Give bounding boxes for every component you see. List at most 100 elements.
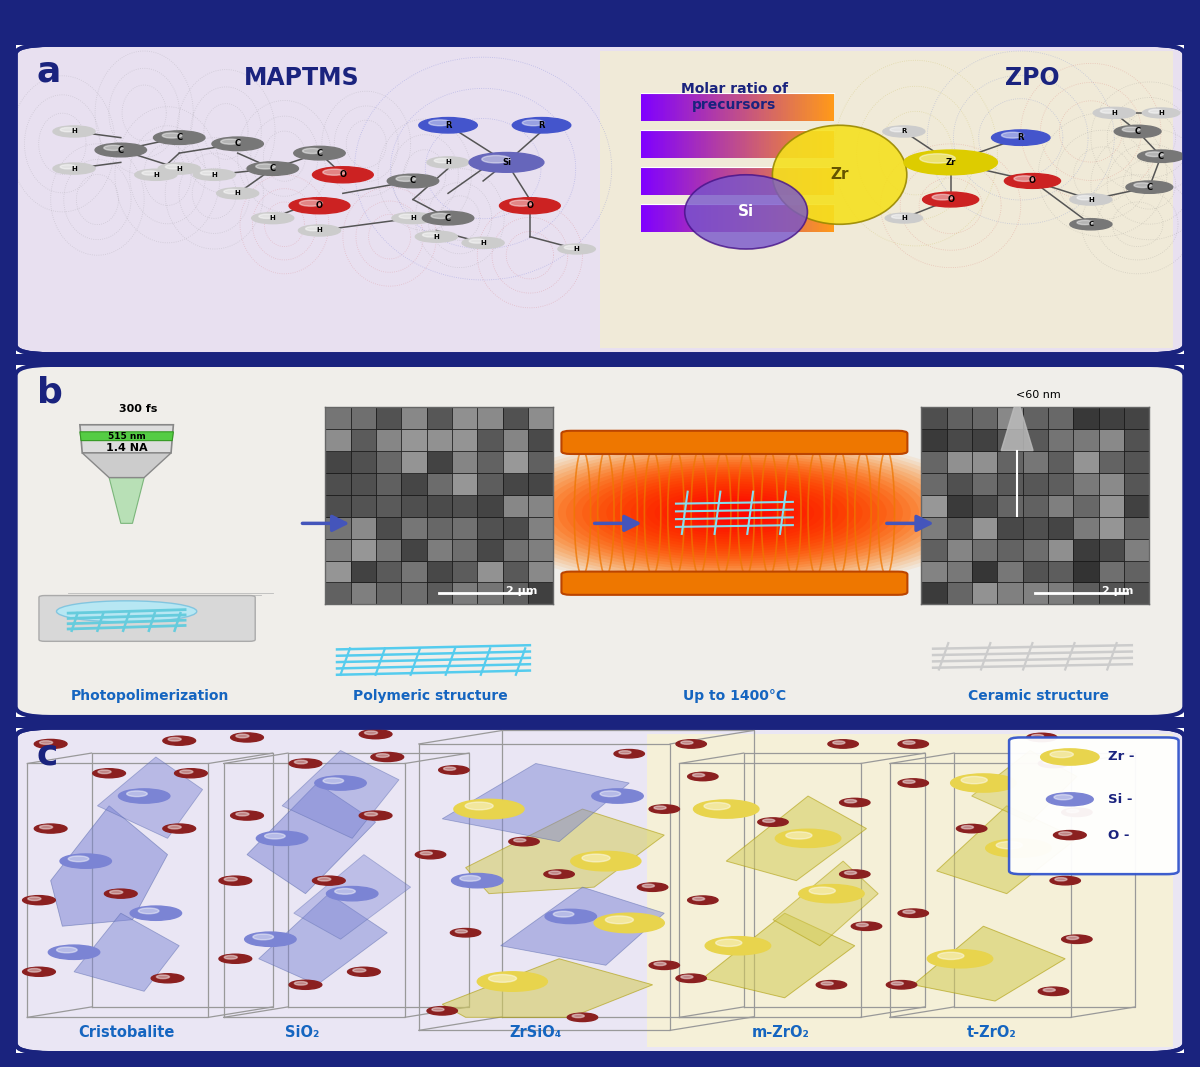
Bar bbox=[641, 130, 643, 158]
Circle shape bbox=[526, 450, 943, 576]
Circle shape bbox=[886, 213, 923, 223]
Bar bbox=[722, 204, 725, 232]
Circle shape bbox=[245, 933, 296, 946]
Bar bbox=[820, 168, 822, 195]
Bar bbox=[682, 130, 684, 158]
Circle shape bbox=[392, 212, 434, 224]
Bar bbox=[718, 130, 720, 158]
FancyBboxPatch shape bbox=[16, 45, 1184, 354]
Text: H: H bbox=[211, 172, 217, 178]
Text: H: H bbox=[317, 227, 323, 234]
Bar bbox=[812, 93, 815, 121]
Polygon shape bbox=[443, 764, 629, 842]
Circle shape bbox=[655, 489, 815, 537]
Bar bbox=[776, 93, 779, 121]
Bar bbox=[803, 168, 805, 195]
Circle shape bbox=[637, 882, 667, 891]
Circle shape bbox=[466, 802, 493, 810]
Circle shape bbox=[1146, 152, 1163, 157]
Bar bbox=[713, 93, 715, 121]
Bar bbox=[772, 130, 774, 158]
Bar bbox=[774, 93, 776, 121]
Bar bbox=[641, 168, 643, 195]
Circle shape bbox=[256, 164, 275, 169]
Bar bbox=[769, 130, 772, 158]
Circle shape bbox=[359, 811, 392, 821]
Text: m-ZrO₂: m-ZrO₂ bbox=[752, 1025, 810, 1040]
Circle shape bbox=[840, 798, 870, 807]
Bar bbox=[746, 130, 749, 158]
Bar bbox=[832, 204, 834, 232]
Circle shape bbox=[353, 969, 366, 972]
Bar bbox=[715, 130, 718, 158]
Bar bbox=[827, 130, 829, 158]
Bar bbox=[660, 130, 662, 158]
Circle shape bbox=[98, 770, 112, 774]
Circle shape bbox=[828, 739, 858, 748]
Ellipse shape bbox=[685, 175, 808, 249]
Circle shape bbox=[1054, 830, 1086, 840]
Bar bbox=[815, 93, 817, 121]
Bar bbox=[667, 130, 670, 158]
Bar bbox=[672, 93, 674, 121]
Circle shape bbox=[151, 974, 184, 983]
Bar bbox=[784, 204, 786, 232]
Bar bbox=[772, 168, 774, 195]
Circle shape bbox=[548, 871, 560, 875]
Bar bbox=[698, 93, 701, 121]
Bar bbox=[689, 168, 691, 195]
Circle shape bbox=[127, 791, 148, 797]
Circle shape bbox=[605, 915, 634, 924]
Bar bbox=[764, 130, 767, 158]
Bar bbox=[708, 130, 710, 158]
Circle shape bbox=[688, 773, 718, 781]
Circle shape bbox=[1032, 734, 1044, 737]
Text: 515 nm: 515 nm bbox=[108, 431, 145, 441]
Text: C: C bbox=[118, 145, 124, 155]
Circle shape bbox=[236, 812, 248, 816]
Bar bbox=[647, 734, 1172, 1047]
Text: O: O bbox=[316, 202, 323, 210]
Text: R: R bbox=[539, 121, 545, 130]
Bar bbox=[658, 168, 660, 195]
Bar bbox=[682, 168, 684, 195]
Circle shape bbox=[1038, 987, 1069, 996]
Circle shape bbox=[294, 760, 307, 764]
Polygon shape bbox=[937, 806, 1076, 894]
Bar bbox=[727, 204, 730, 232]
Bar bbox=[658, 130, 660, 158]
Bar bbox=[643, 168, 646, 195]
Circle shape bbox=[432, 1007, 444, 1012]
Circle shape bbox=[775, 829, 841, 847]
Text: b: b bbox=[37, 376, 62, 410]
Circle shape bbox=[212, 137, 263, 150]
Circle shape bbox=[259, 214, 275, 219]
Bar bbox=[696, 204, 698, 232]
Bar bbox=[764, 168, 767, 195]
Circle shape bbox=[991, 130, 1050, 145]
Circle shape bbox=[289, 981, 322, 989]
Circle shape bbox=[1093, 108, 1135, 118]
Text: MAPTMS: MAPTMS bbox=[244, 66, 360, 91]
Text: 300 fs: 300 fs bbox=[119, 404, 157, 414]
Circle shape bbox=[482, 156, 510, 163]
Bar bbox=[760, 168, 762, 195]
Bar bbox=[662, 168, 665, 195]
Text: Photopolimerization: Photopolimerization bbox=[71, 689, 229, 703]
Bar bbox=[658, 93, 660, 121]
Bar bbox=[658, 204, 660, 232]
Circle shape bbox=[156, 975, 169, 978]
Bar bbox=[751, 93, 755, 121]
Circle shape bbox=[56, 947, 77, 953]
Polygon shape bbox=[80, 425, 173, 452]
Bar bbox=[808, 130, 810, 158]
Bar bbox=[703, 130, 706, 158]
Bar bbox=[757, 204, 760, 232]
Circle shape bbox=[1043, 988, 1055, 991]
Bar bbox=[757, 168, 760, 195]
Bar bbox=[686, 204, 689, 232]
Bar bbox=[701, 130, 703, 158]
Bar bbox=[725, 204, 727, 232]
Bar bbox=[718, 168, 720, 195]
Bar bbox=[776, 168, 779, 195]
